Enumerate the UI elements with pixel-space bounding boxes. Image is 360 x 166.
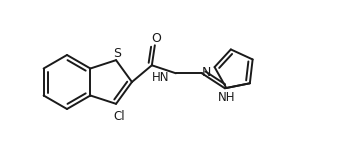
Text: NH: NH: [217, 91, 235, 104]
Text: Cl: Cl: [113, 110, 125, 123]
Text: HN: HN: [152, 71, 170, 84]
Text: N: N: [202, 66, 212, 79]
Text: S: S: [113, 47, 121, 60]
Text: O: O: [151, 32, 161, 45]
